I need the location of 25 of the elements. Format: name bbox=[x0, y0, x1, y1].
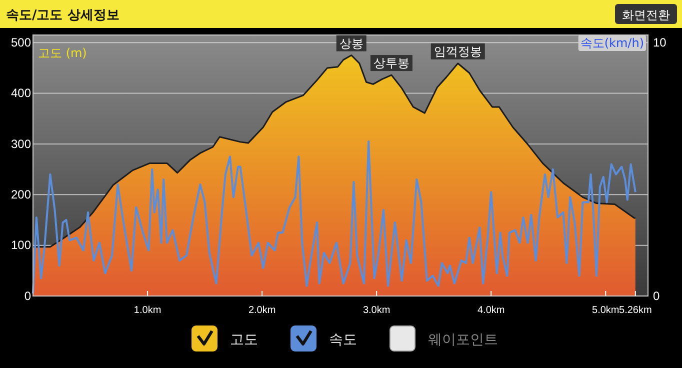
y-tick-label: 400 bbox=[10, 86, 32, 100]
y-tick-label: 500 bbox=[10, 35, 32, 50]
text: 웨이포인트 bbox=[428, 332, 498, 348]
x-tick-label: 2.0km bbox=[248, 305, 276, 316]
chart-title: 속도/고도 상세정보 bbox=[6, 8, 120, 23]
y-tick-label: 100 bbox=[10, 238, 32, 252]
line-series bbox=[32, 140, 636, 294]
button: 화면전환 bbox=[615, 4, 677, 24]
x-tick-label: 3.0km bbox=[362, 305, 390, 316]
y-tick-label: 300 bbox=[10, 136, 32, 151]
annotation: 상투봉 bbox=[373, 56, 410, 70]
legend-label: 고도 bbox=[230, 332, 258, 348]
legend-label: 속도 bbox=[329, 332, 357, 348]
y-tick-label: 200 bbox=[10, 187, 32, 202]
y-tick-label: 0 bbox=[24, 288, 32, 303]
x-tick-label: 1.0km bbox=[134, 305, 162, 316]
annotation: 상봉 bbox=[339, 36, 364, 50]
y-axis-title: 고도 (m) bbox=[38, 46, 87, 60]
x-tick-label: 4.0km bbox=[477, 305, 505, 316]
x-tick-label: 5.0km bbox=[592, 305, 620, 316]
y2-tick-label: 10 bbox=[653, 35, 667, 50]
y2-axis-title: 속도(km/h) bbox=[580, 36, 644, 50]
x-tick-label: 5.26km bbox=[619, 305, 652, 316]
y2-tick-label: 0 bbox=[653, 288, 660, 303]
annotation: 임꺽정봉 bbox=[434, 44, 482, 58]
